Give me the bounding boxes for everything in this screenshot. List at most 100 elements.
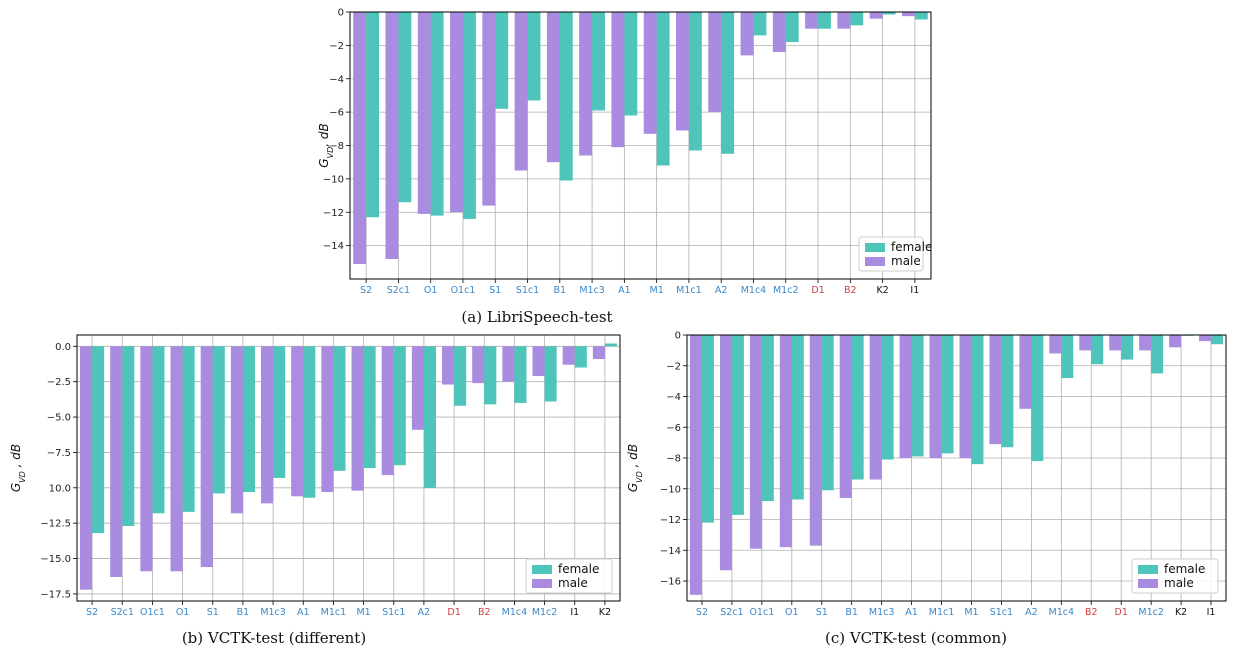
bar-female-O1c1 — [462, 12, 476, 219]
legend-swatch-male — [532, 579, 552, 588]
y-tick-label: −10 — [323, 174, 344, 185]
y-tick-label: −10 — [660, 484, 681, 495]
bar-male-S2c1 — [385, 12, 399, 259]
x-tick-label-M1c2: M1c2 — [532, 607, 558, 618]
y-tick-label: −6 — [666, 423, 681, 434]
x-tick-label-S2: S2 — [360, 285, 372, 296]
bar-male-S1c1 — [989, 335, 1002, 445]
bar-female-S1c1 — [527, 12, 541, 101]
legend-label-female: female — [1164, 562, 1205, 576]
chart-vctk-test-common: 0 −2 −4 −6 −8 −10 −12 −14 −16 S2 S2c1 O1c1 O1 S1 B1 M1c… — [626, 331, 1227, 618]
bar-male-M1c2 — [532, 346, 545, 377]
axes-frame — [349, 11, 932, 280]
bar-male-S2c1 — [719, 335, 732, 571]
bar-female-A1 — [624, 12, 638, 116]
y-tick-label: −8 — [329, 141, 344, 152]
bar-female-O1c1 — [152, 346, 165, 514]
bar-female-M1c1 — [333, 346, 346, 471]
bar-male-B1 — [546, 12, 560, 163]
bar-female-M1c4 — [514, 346, 527, 403]
y-tick-label: −6 — [329, 108, 344, 119]
x-tick-label-O1c1: O1c1 — [451, 285, 476, 296]
bar-male-K2 — [1169, 335, 1182, 348]
y-tick-label: −16 — [660, 577, 681, 588]
y-tick-label: 0 — [338, 8, 344, 19]
x-tick-label-M1c2: M1c2 — [1138, 607, 1164, 618]
y-tick-label: −14 — [660, 546, 681, 557]
legend-swatch-female — [532, 565, 552, 574]
bar-female-M1c3 — [881, 335, 894, 460]
chart-vctk-test-different: 0.0 −2.5 −5.0 −7.5 10.0 −12.5 −15.0 −17.5 S2 S2c1… — [9, 334, 621, 618]
bar-female-S2 — [92, 346, 105, 534]
bar-male-M1c4 — [740, 12, 754, 56]
bar-male-O1 — [417, 12, 431, 214]
bar-male-M1c1 — [321, 346, 334, 493]
y-tick-label: 10.0 — [49, 483, 71, 494]
x-tick-label-M1c4: M1c4 — [741, 285, 767, 296]
x-tick-label-K2: K2 — [599, 607, 611, 618]
x-tick-label-A2: A2 — [418, 607, 431, 618]
bar-male-M1c3 — [261, 346, 274, 504]
y-tick-label: −4 — [329, 74, 344, 85]
bar-female-M1 — [363, 346, 376, 468]
x-tick-label-O1: O1 — [785, 607, 799, 618]
bar-female-O1 — [791, 335, 804, 500]
bar-male-M1c2 — [1139, 335, 1152, 351]
bar-female-A1 — [911, 335, 924, 457]
caption-a: (a) LibriSpeech-test — [461, 308, 612, 326]
y-axis-label: GVD, dB — [317, 123, 335, 167]
bar-female-D1 — [454, 346, 467, 406]
bar-male-B1 — [839, 335, 852, 498]
x-tick-label-A1: A1 — [618, 285, 631, 296]
x-tick-label-M1c1: M1c1 — [676, 285, 702, 296]
bar-male-A2 — [411, 346, 424, 430]
y-tick-label: 0.0 — [55, 342, 71, 353]
x-tick-label-I1: I1 — [570, 607, 579, 618]
y-axis-label: GVD , dB — [9, 444, 27, 492]
x-tick-label-B2: B2 — [1085, 607, 1098, 618]
x-tick-label-B2: B2 — [478, 607, 491, 618]
x-tick-label-S1c1: S1c1 — [516, 285, 539, 296]
bar-female-S1 — [495, 12, 509, 109]
y-tick-label: −17.5 — [40, 589, 71, 600]
legend-swatch-female — [1138, 565, 1158, 574]
x-tick-label-M1c3: M1c3 — [579, 285, 605, 296]
y-tick-label: −12.5 — [40, 519, 71, 530]
axes-frame — [76, 334, 621, 602]
bar-male-A2 — [1019, 335, 1032, 409]
bar-male-D1 — [805, 12, 819, 29]
x-tick-label-S2c1: S2c1 — [720, 607, 743, 618]
y-tick-label: −2 — [329, 41, 344, 52]
bar-female-M1c2 — [1151, 335, 1164, 374]
chart-librispeech-test: 0 −2 −4 −6 −8 −10 −12 −14 S2 S2c1 O1 O1c1 S1 S1c1 B1 M1… — [317, 8, 932, 297]
caption-c: (c) VCTK-test (common) — [825, 629, 1007, 647]
bar-female-S1 — [212, 346, 225, 494]
y-tick-label: −12 — [323, 208, 344, 219]
bar-female-M1 — [971, 335, 984, 465]
bar-male-M1c4 — [502, 346, 515, 382]
x-tick-label-M1c2: M1c2 — [773, 285, 799, 296]
x-tick-label-I1: I1 — [1207, 607, 1216, 618]
x-tick-label-S1: S1 — [816, 607, 828, 618]
bar-male-I1 — [1199, 335, 1212, 342]
y-tick-label: −14 — [323, 241, 344, 252]
legend-label-male: male — [1164, 576, 1194, 590]
bar-female-M1c1 — [688, 12, 702, 151]
x-tick-label-A2: A2 — [1025, 607, 1038, 618]
bar-male-O1 — [779, 335, 792, 548]
x-tick-label-B2: B2 — [844, 285, 857, 296]
bar-male-M1c4 — [1049, 335, 1062, 354]
bar-female-K2 — [604, 343, 617, 347]
bar-male-A1 — [291, 346, 304, 497]
x-tick-label-S1: S1 — [489, 285, 501, 296]
bar-female-S2 — [701, 335, 714, 523]
bar-female-B1 — [851, 335, 864, 480]
bar-female-B1 — [242, 346, 255, 493]
x-tick-label-O1: O1 — [424, 285, 438, 296]
bar-male-M1c1 — [676, 12, 689, 131]
bar-male-M1 — [959, 335, 972, 459]
x-tick-label-M1c3: M1c3 — [869, 607, 895, 618]
bar-female-S2c1 — [731, 335, 744, 515]
x-tick-label-D1: D1 — [811, 285, 824, 296]
